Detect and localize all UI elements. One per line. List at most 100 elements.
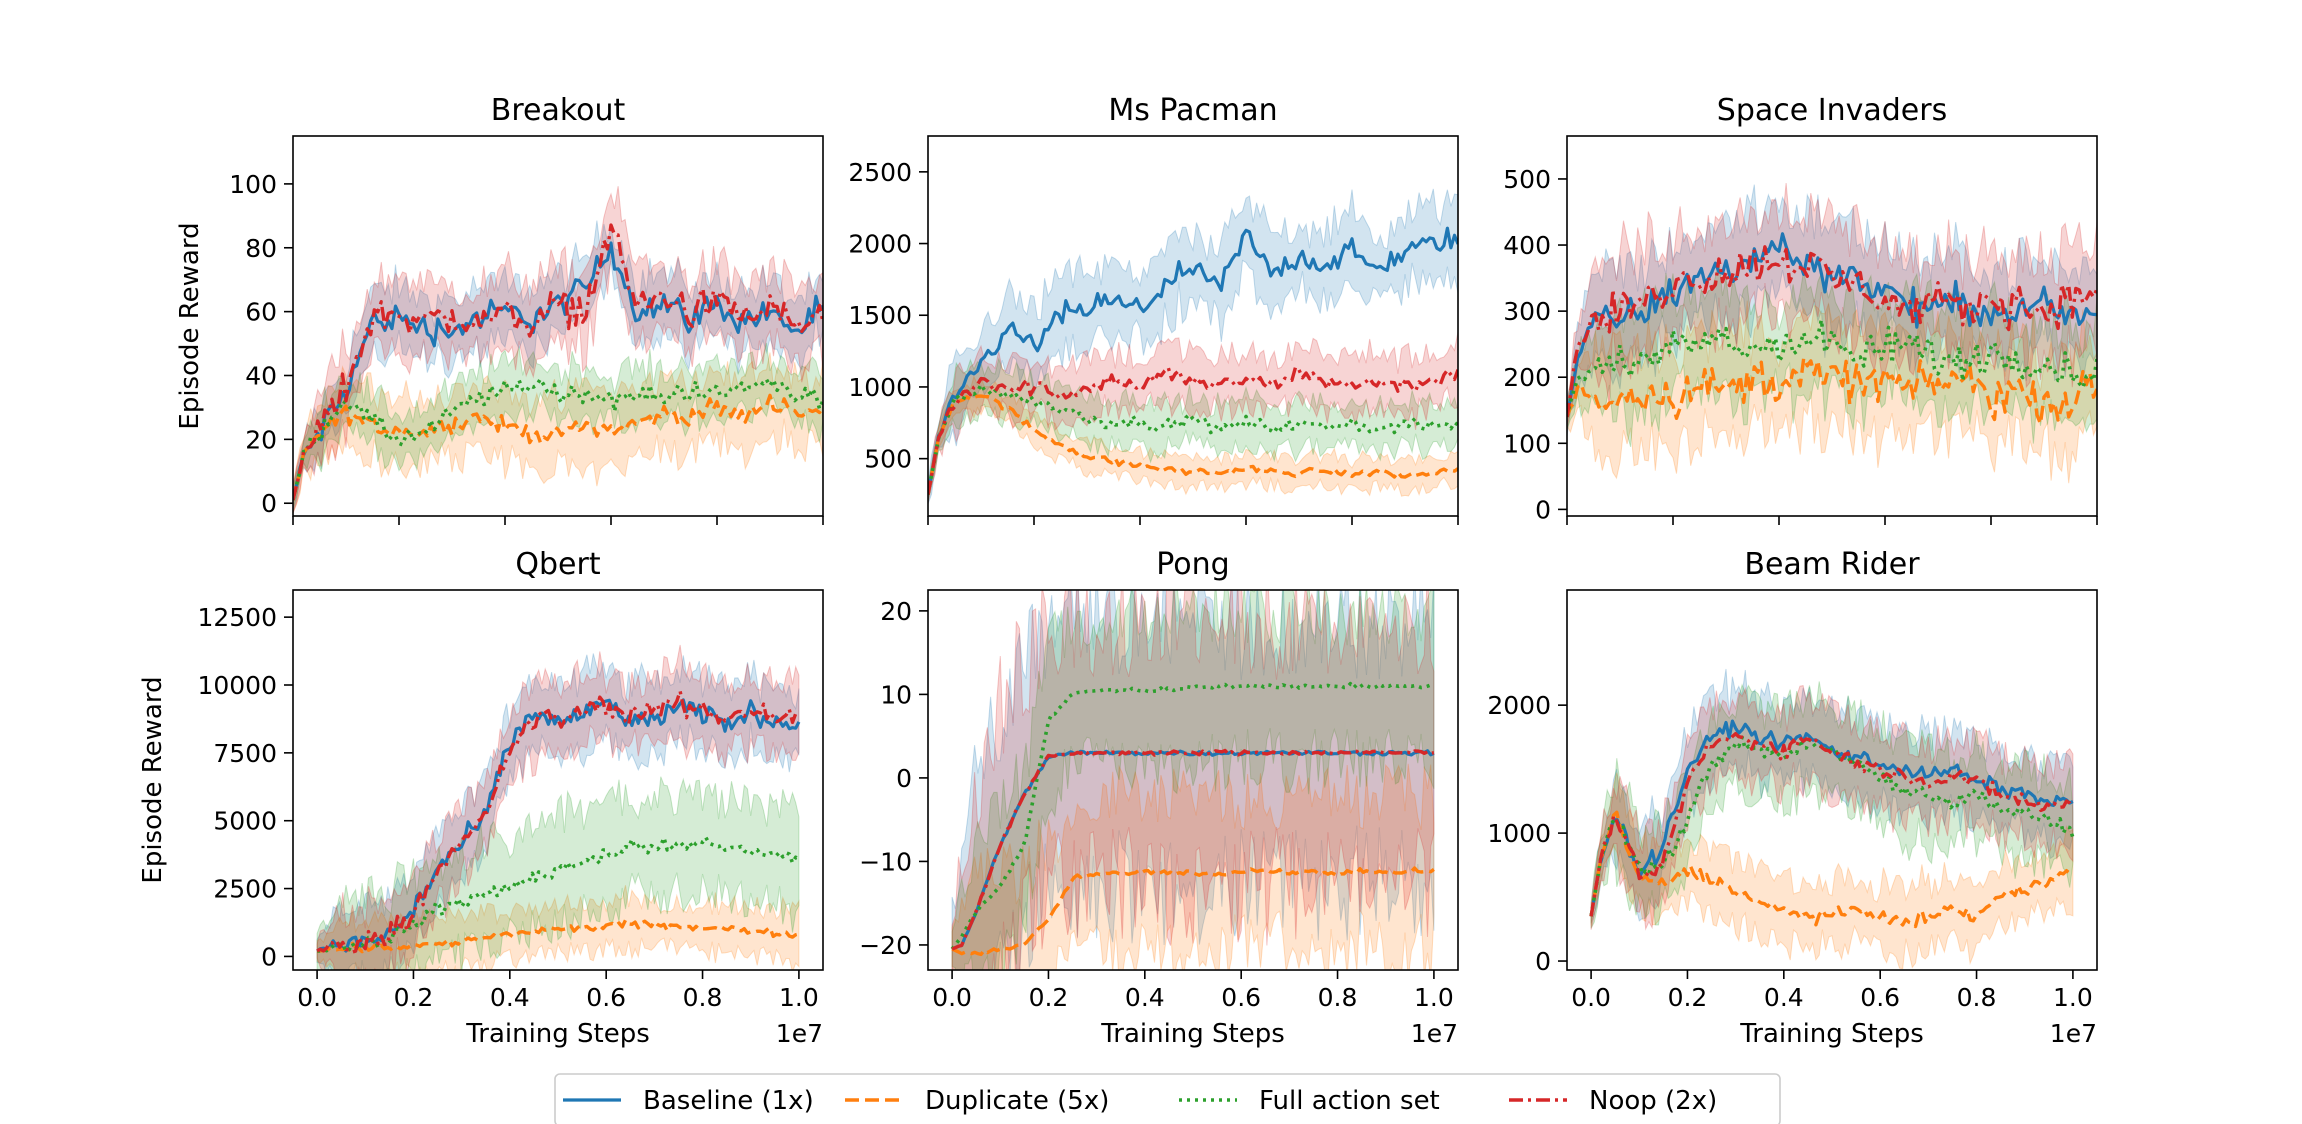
y-tick-label: 10000 <box>197 671 277 700</box>
chart-panel-qbert: 0.0 0.2 0.4 0.6 0.8 1.0 0 2500 5000 7500 10000 1250… <box>138 547 824 1049</box>
x-offset-label: 1e7 <box>2050 1019 2097 1048</box>
band-ms-pacman-baseline <box>928 188 1458 505</box>
chart-title: Space Invaders <box>1717 93 1947 128</box>
series-ms-pacman-baseline <box>928 226 1458 495</box>
legend-label-duplicate: Duplicate (5x) <box>925 1086 1109 1116</box>
x-axis-label: Training Steps <box>465 1019 650 1049</box>
chart-panel-ms-pacman: 500 1000 1500 2000 2500 Ms Pacman <box>848 93 1459 525</box>
y-tick-label: 0 <box>261 942 277 971</box>
x-tick-label: 0.8 <box>683 983 723 1012</box>
x-offset-label: 1e7 <box>1411 1019 1458 1048</box>
band-ms-pacman-full_action <box>928 357 1458 503</box>
y-tick-label: 40 <box>245 361 277 390</box>
legend-label-noop: Noop (2x) <box>1589 1086 1717 1116</box>
legend-item-full_action: Full action set <box>1179 1086 1440 1116</box>
y-axis-label: Episode Reward <box>175 222 205 429</box>
series-space-invaders-noop <box>1567 245 2097 418</box>
y-tick-label: 80 <box>245 234 277 263</box>
y-tick-label: 1500 <box>848 301 912 330</box>
x-tick-label: 0.0 <box>1571 983 1611 1012</box>
axes-frame <box>927 135 1459 517</box>
band-space-invaders-duplicate <box>1567 297 2097 484</box>
band-qbert-noop <box>316 644 800 970</box>
x-tick-label: 0.2 <box>1029 983 1069 1012</box>
band-space-invaders-baseline <box>1567 184 2097 437</box>
band-ms-pacman-duplicate <box>928 375 1458 498</box>
y-tick-label: 20 <box>245 425 277 454</box>
y-tick-label: 10 <box>880 680 912 709</box>
band-space-invaders-full_action <box>1567 258 2097 448</box>
chart-title: Pong <box>1156 547 1229 582</box>
legend-label-baseline: Baseline (1x) <box>643 1086 814 1116</box>
band-pong-duplicate <box>951 763 1435 970</box>
x-tick-label: 0.4 <box>490 983 530 1012</box>
y-tick-label: −10 <box>859 847 912 876</box>
y-tick-label: 0 <box>1535 495 1551 524</box>
y-tick-label: −20 <box>859 931 912 960</box>
y-tick-label: 0 <box>1535 947 1551 976</box>
series-breakout-baseline <box>293 241 823 501</box>
y-tick-label: 7500 <box>213 739 277 768</box>
y-tick-label: 100 <box>1503 429 1551 458</box>
y-tick-label: 5000 <box>213 807 277 836</box>
y-tick-label: 200 <box>1503 363 1551 392</box>
series-pong-noop <box>951 748 1435 951</box>
series-qbert-noop <box>316 689 800 954</box>
y-tick-label: 2000 <box>848 230 912 259</box>
band-breakout-noop <box>293 186 823 514</box>
x-tick-label: 0.6 <box>1860 983 1900 1012</box>
band-beam-rider-duplicate <box>1590 772 2074 970</box>
y-tick-label: 400 <box>1503 231 1551 260</box>
y-tick-label: 2000 <box>1487 691 1551 720</box>
x-axis-label: Training Steps <box>1739 1019 1924 1049</box>
x-tick-label: 0.4 <box>1125 983 1165 1012</box>
y-tick-label: 100 <box>229 170 277 199</box>
line-layer <box>950 681 1435 957</box>
line-layer <box>293 223 823 501</box>
axes-frame <box>1566 589 2098 971</box>
series-breakout-noop <box>293 223 823 501</box>
series-qbert-duplicate <box>316 918 800 954</box>
chart-title: Beam Rider <box>1744 547 1920 582</box>
x-tick-label: 0.2 <box>1668 983 1708 1012</box>
x-tick-label: 1.0 <box>1414 983 1454 1012</box>
chart-panel-space-invaders: 0 100 200 300 400 500 Space Invaders <box>1503 93 2098 525</box>
x-tick-label: 1.0 <box>2053 983 2093 1012</box>
band-layer <box>316 644 800 970</box>
series-beam-rider-noop <box>1589 732 2075 917</box>
line-layer <box>928 226 1458 495</box>
chart-panel-breakout: 0 20 40 60 80 100 Breakout Episode Reward <box>175 93 824 525</box>
axes-frame <box>292 135 824 517</box>
y-tick-label: 2500 <box>213 875 277 904</box>
series-space-invaders-duplicate <box>1567 356 2097 426</box>
legend-item-noop: Noop (2x) <box>1509 1086 1717 1116</box>
series-pong-full_action <box>950 681 1435 951</box>
axes-frame <box>927 589 1459 971</box>
x-tick-label: 0.6 <box>586 983 626 1012</box>
axes-frame <box>292 589 824 971</box>
y-axis-label: Episode Reward <box>138 676 168 883</box>
chart-title: Breakout <box>491 93 626 128</box>
y-tick-label: 20 <box>880 597 912 626</box>
legend-item-duplicate: Duplicate (5x) <box>845 1086 1109 1116</box>
series-qbert-full_action <box>317 835 801 954</box>
x-tick-label: 0.8 <box>1957 983 1997 1012</box>
y-tick-label: 60 <box>245 298 277 327</box>
series-ms-pacman-full_action <box>928 382 1458 495</box>
line-layer <box>1567 232 2097 426</box>
y-tick-label: 0 <box>261 489 277 518</box>
chart-panel-pong: 0.0 0.2 0.4 0.6 0.8 1.0 −20 −10 0 10 20 Pong Trainin… <box>859 547 1459 1049</box>
legend-label-full_action: Full action set <box>1259 1086 1440 1116</box>
series-breakout-duplicate <box>293 393 823 501</box>
y-tick-label: 300 <box>1503 297 1551 326</box>
chart-title: Qbert <box>515 547 600 582</box>
y-tick-label: 1000 <box>1487 819 1551 848</box>
x-axis-label: Training Steps <box>1100 1019 1285 1049</box>
chart-title: Ms Pacman <box>1108 93 1277 128</box>
x-tick-label: 0.0 <box>297 983 337 1012</box>
band-qbert-baseline <box>316 653 800 970</box>
axes-frame <box>1566 135 2098 517</box>
y-tick-label: 0 <box>896 764 912 793</box>
series-beam-rider-duplicate <box>1589 810 2074 929</box>
